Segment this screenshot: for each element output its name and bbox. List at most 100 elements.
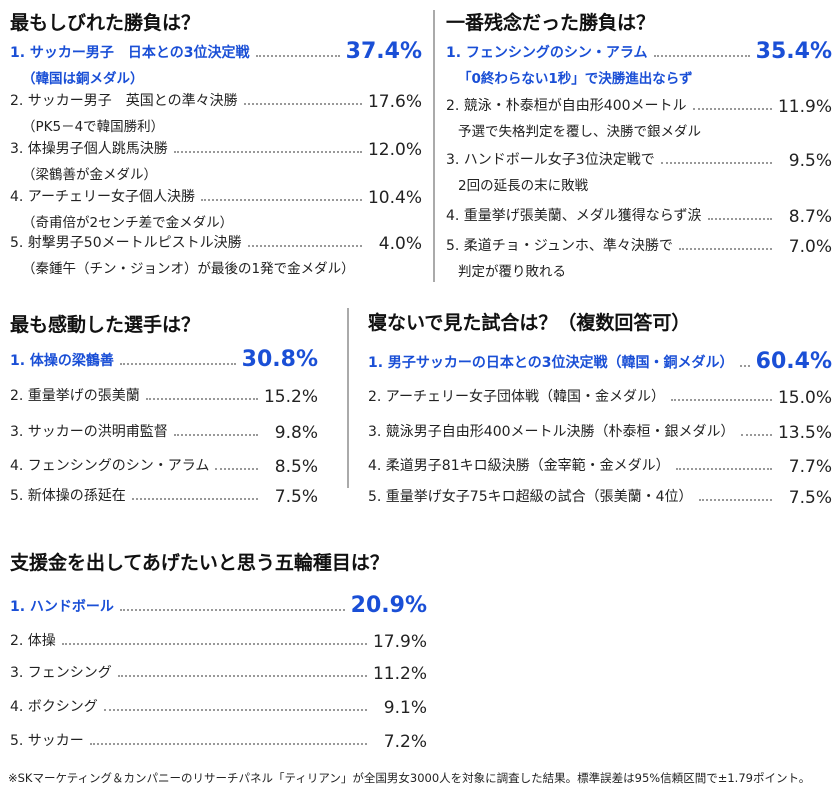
item-value: 7.7% [788, 457, 832, 477]
divider [347, 308, 349, 488]
leader-dots [678, 248, 772, 250]
item-value: 7.0% [788, 237, 832, 257]
item-label: 4. 柔道男子81キロ級決勝（金宰範・金メダル） [368, 458, 670, 474]
leader-dots [692, 108, 772, 110]
item-note: 判定が覆り敗れる [458, 264, 566, 280]
list-item: 5. 射撃男子50メートルピストル決勝 4.0% [10, 230, 422, 254]
item-value: 17.6% [367, 92, 422, 112]
item-value: 8.5% [274, 457, 318, 477]
item-label: 2. 競泳・朴泰桓が自由形400メートル [446, 98, 687, 114]
item-note: （梁鶴善が金メダル） [22, 167, 157, 183]
item-label: 1. サッカー男子 日本との3位決定戦 [10, 45, 250, 61]
list-item: 4. 重量挙げ張美蘭、メダル獲得ならず涙 8.7% [446, 203, 832, 227]
leader-dots [739, 365, 750, 367]
item-label: 2. 体操 [10, 633, 56, 649]
list-item: 5. サッカー 7.2% [10, 728, 427, 752]
leader-dots [131, 498, 258, 500]
leader-dots [243, 103, 362, 105]
item-label: 5. 重量挙げ女子75キロ超級の試合（張美蘭・4位） [368, 489, 693, 505]
item-label: 2. アーチェリー女子団体戦（韓国・金メダル） [368, 389, 665, 405]
leader-dots [698, 499, 772, 501]
list-item: 5. 新体操の孫延在 7.5% [10, 483, 318, 507]
leader-dots [117, 675, 367, 677]
item-label: 5. 柔道チョ・ジュンホ、準々決勝で [446, 238, 673, 254]
leader-dots [103, 709, 367, 711]
section-title: 最もしびれた勝負は？ [10, 12, 201, 34]
item-label: 3. フェンシング [10, 665, 112, 681]
item-value: 7.5% [788, 488, 832, 508]
leader-dots [707, 218, 772, 220]
leader-dots [215, 468, 258, 470]
item-note: 予選で失格判定を覆し、決勝で銀メダル [458, 124, 701, 140]
item-value: 35.4% [755, 39, 832, 64]
item-value: 12.0% [367, 140, 422, 160]
list-item: 2. 重量挙げの張美蘭 15.2% [10, 383, 318, 407]
list-item: 1. 体操の梁鶴善 30.8% [10, 347, 318, 372]
list-item: 4. ボクシング 9.1% [10, 694, 427, 718]
item-value: 60.4% [755, 349, 832, 374]
footnote: ※SKマーケティング＆カンパニーのリサーチパネル「ティリアン」が全国男女3000… [8, 771, 811, 785]
list-item: 5. 柔道チョ・ジュンホ、準々決勝で 7.0% [446, 233, 832, 257]
list-item: 1. 男子サッカーの日本との3位決定戦（韓国・銅メダル） 60.4% [368, 349, 832, 374]
section-title: 一番残念だった勝負は？ [446, 12, 656, 34]
item-value: 11.2% [372, 664, 427, 684]
section-title: 支援金を出してあげたいと思う五輪種目は？ [10, 552, 389, 574]
item-label: 1. 男子サッカーの日本との3位決定戦（韓国・銅メダル） [368, 355, 734, 371]
divider [433, 10, 435, 282]
list-item: 3. 体操男子個人跳馬決勝 12.0% [10, 136, 422, 160]
list-item: 4. 柔道男子81キロ級決勝（金宰範・金メダル） 7.7% [368, 453, 832, 477]
leader-dots [255, 55, 340, 57]
item-value: 11.9% [777, 97, 832, 117]
item-label: 3. 体操男子個人跳馬決勝 [10, 141, 168, 157]
leader-dots [173, 151, 362, 153]
item-note: （秦鍾午（チン・ジョンオ）が最後の1発で金メダル） [22, 261, 355, 277]
leader-dots [675, 468, 772, 470]
item-label: 3. サッカーの洪明甫監督 [10, 424, 168, 440]
item-value: 20.9% [350, 593, 427, 618]
item-note: （PK5－4で韓国勝利） [22, 119, 165, 135]
item-value: 13.5% [777, 423, 832, 443]
item-value: 30.8% [241, 347, 318, 372]
leader-dots [653, 55, 750, 57]
list-item: 4. アーチェリー女子個人決勝 10.4% [10, 184, 422, 208]
item-note: （韓国は銅メダル） [22, 71, 144, 87]
leader-dots [660, 162, 772, 164]
item-value: 9.1% [383, 698, 427, 718]
item-value: 10.4% [367, 188, 422, 208]
list-item: 2. 体操 17.9% [10, 628, 427, 652]
list-item: 2. 競泳・朴泰桓が自由形400メートル 11.9% [446, 93, 832, 117]
list-item: 1. サッカー男子 日本との3位決定戦 37.4% [10, 39, 422, 64]
leader-dots [173, 434, 258, 436]
item-value: 15.0% [777, 388, 832, 408]
list-item: 2. サッカー男子 英国との準々決勝 17.6% [10, 88, 422, 112]
list-item: 3. フェンシング 11.2% [10, 660, 427, 684]
item-value: 7.2% [383, 732, 427, 752]
list-item: 2. アーチェリー女子団体戦（韓国・金メダル） 15.0% [368, 384, 832, 408]
item-note: （奇甫倍が2センチ差で金メダル） [22, 215, 234, 231]
item-label: 3. ハンドボール女子3位決定戦で [446, 152, 655, 168]
leader-dots [740, 434, 772, 436]
item-value: 4.0% [378, 234, 422, 254]
item-label: 4. 重量挙げ張美蘭、メダル獲得ならず涙 [446, 208, 702, 224]
item-note: 「0終わらない1秒」で決勝進出ならず [458, 71, 693, 87]
item-label: 5. 射撃男子50メートルピストル決勝 [10, 235, 242, 251]
item-label: 4. フェンシングのシン・アラム [10, 458, 210, 474]
list-item: 3. サッカーの洪明甫監督 9.8% [10, 419, 318, 443]
item-value: 17.9% [372, 632, 427, 652]
item-label: 1. ハンドボール [10, 599, 114, 615]
leader-dots [89, 743, 367, 745]
list-item: 5. 重量挙げ女子75キロ超級の試合（張美蘭・4位） 7.5% [368, 484, 832, 508]
leader-dots [119, 363, 236, 365]
item-label: 5. サッカー [10, 733, 84, 749]
item-value: 37.4% [345, 39, 422, 64]
item-label: 1. 体操の梁鶴善 [10, 353, 114, 369]
section-title: 寝ないで見た試合は？（複数回答可） [368, 312, 691, 334]
item-label: 5. 新体操の孫延在 [10, 488, 126, 504]
item-label: 1. フェンシングのシン・アラム [446, 45, 648, 61]
list-item: 4. フェンシングのシン・アラム 8.5% [10, 453, 318, 477]
leader-dots [145, 398, 258, 400]
leader-dots [200, 199, 362, 201]
list-item: 1. フェンシングのシン・アラム 35.4% [446, 39, 832, 64]
item-label: 4. ボクシング [10, 699, 98, 715]
